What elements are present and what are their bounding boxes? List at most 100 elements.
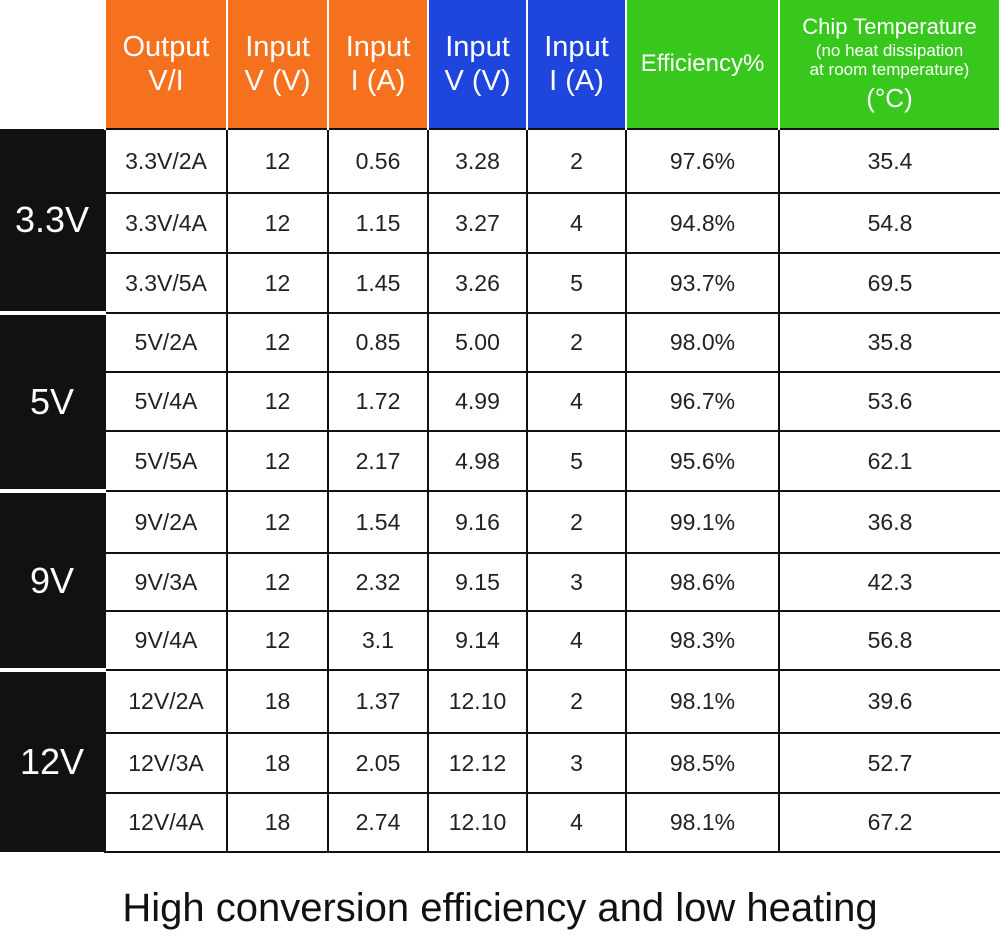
cell-chip-temperature: 39.6 (778, 669, 1000, 733)
header-output-vi: Output V/I (104, 0, 228, 129)
table-row: 5V 5V/2A 12 0.85 5.00 2 98.0% 35.8 (0, 311, 1000, 491)
header-corner (0, 0, 106, 129)
table-row: 9V/3A 12 2.32 9.15 3 98.6% 42.3 (0, 552, 1000, 611)
table-header-row: Output V/I Input V (V) Input I (A) Input… (0, 0, 1000, 129)
cell-efficiency: 93.7% (625, 252, 779, 313)
cell-input-voltage: 12 (226, 430, 328, 491)
cell-efficiency: 99.1% (625, 490, 779, 553)
cell-input-voltage-2: 3.26 (427, 252, 527, 313)
cell-output-vi: 9V/2A (104, 490, 227, 553)
cell-input-voltage: 18 (226, 792, 328, 853)
cell-input-current: 1.72 (327, 371, 428, 431)
efficiency-table: Output V/I Input V (V) Input I (A) Input… (0, 0, 1000, 853)
cell-input-current: 2.05 (327, 732, 428, 793)
cell-output-vi: 3.3V/5A (104, 252, 227, 313)
cell-output-vi: 12V/2A (104, 669, 227, 733)
cell-input-current: 1.45 (327, 252, 428, 313)
cell-output-vi: 5V/4A (104, 371, 227, 431)
cell-chip-temperature: 42.3 (778, 552, 1000, 611)
cell-chip-temperature: 35.8 (778, 312, 1000, 372)
cell-chip-temperature: 67.2 (778, 792, 1000, 853)
cell-efficiency: 97.6% (625, 128, 779, 193)
cell-input-current-2: 2 (526, 128, 626, 193)
cell-efficiency: 98.0% (625, 312, 779, 372)
cell-input-current-2: 4 (526, 192, 626, 253)
cell-efficiency: 98.5% (625, 732, 779, 793)
cell-input-current-2: 5 (526, 430, 626, 491)
caption: High conversion efficiency and low heati… (122, 886, 878, 930)
cell-input-current: 0.85 (327, 312, 428, 372)
cell-chip-temperature: 53.6 (778, 371, 1000, 431)
cell-input-current-2: 2 (526, 669, 626, 733)
cell-input-voltage: 12 (226, 371, 328, 431)
cell-input-current-2: 3 (526, 732, 626, 793)
header-input-current-blue: Input I (A) (526, 0, 627, 129)
header-input-voltage-orange: Input V (V) (226, 0, 329, 129)
cell-efficiency: 98.1% (625, 792, 779, 853)
group-label: 12V (0, 668, 105, 852)
table-row: 9V 9V/2A 12 1.54 9.16 2 99.1% 36.8 (0, 489, 1000, 670)
cell-input-voltage: 12 (226, 128, 328, 193)
cell-input-current: 2.17 (327, 430, 428, 491)
group-label: 9V (0, 489, 105, 670)
cell-efficiency: 96.7% (625, 371, 779, 431)
cell-chip-temperature: 36.8 (778, 490, 1000, 553)
cell-input-current-2: 4 (526, 371, 626, 431)
table-row: 5V/4A 12 1.72 4.99 4 96.7% 53.6 (0, 371, 1000, 431)
cell-input-voltage: 12 (226, 252, 328, 313)
header-input-current-orange: Input I (A) (327, 0, 429, 129)
cell-input-current: 2.32 (327, 552, 428, 611)
header-efficiency: Efficiency% (625, 0, 780, 129)
cell-input-current-2: 2 (526, 312, 626, 372)
cell-efficiency: 98.3% (625, 610, 779, 670)
cell-input-voltage: 12 (226, 192, 328, 253)
cell-output-vi: 5V/2A (104, 312, 227, 372)
cell-input-voltage: 18 (226, 732, 328, 793)
table-row: 3.3V 3.3V/2A 12 0.56 3.28 2 97.6% 35.4 (0, 128, 1000, 313)
cell-output-vi: 3.3V/4A (104, 192, 227, 253)
cell-input-voltage-2: 9.15 (427, 552, 527, 611)
cell-efficiency: 95.6% (625, 430, 779, 491)
cell-input-voltage: 12 (226, 312, 328, 372)
cell-input-voltage-2: 5.00 (427, 312, 527, 372)
cell-output-vi: 12V/4A (104, 792, 227, 853)
cell-input-current-2: 4 (526, 610, 626, 670)
cell-input-current-2: 4 (526, 792, 626, 853)
cell-efficiency: 98.6% (625, 552, 779, 611)
cell-input-voltage-2: 4.99 (427, 371, 527, 431)
table-row: 12V/4A 18 2.74 12.10 4 98.1% 67.2 (0, 792, 1000, 853)
cell-efficiency: 94.8% (625, 192, 779, 253)
cell-input-voltage: 12 (226, 490, 328, 553)
cell-input-current: 1.37 (327, 669, 428, 733)
cell-chip-temperature: 69.5 (778, 252, 1000, 313)
cell-input-current: 0.56 (327, 128, 428, 193)
header-chip-temperature: Chip Temperature (no heat dissipation at… (778, 0, 1000, 129)
cell-input-current-2: 5 (526, 252, 626, 313)
cell-input-voltage-2: 3.27 (427, 192, 527, 253)
cell-input-voltage-2: 9.16 (427, 490, 527, 553)
cell-input-voltage: 18 (226, 669, 328, 733)
cell-input-voltage-2: 12.12 (427, 732, 527, 793)
table-row: 9V/4A 12 3.1 9.14 4 98.3% 56.8 (0, 610, 1000, 670)
cell-input-voltage-2: 3.28 (427, 128, 527, 193)
cell-input-voltage: 12 (226, 552, 328, 611)
cell-output-vi: 12V/3A (104, 732, 227, 793)
group-label: 5V (0, 311, 105, 491)
cell-input-current: 3.1 (327, 610, 428, 670)
cell-input-current: 2.74 (327, 792, 428, 853)
cell-output-vi: 3.3V/2A (104, 128, 227, 193)
cell-input-current: 1.15 (327, 192, 428, 253)
table-row: 12V 12V/2A 18 1.37 12.10 2 98.1% 39.6 (0, 668, 1000, 852)
cell-chip-temperature: 54.8 (778, 192, 1000, 253)
cell-input-voltage: 12 (226, 610, 328, 670)
cell-chip-temperature: 56.8 (778, 610, 1000, 670)
cell-input-current-2: 2 (526, 490, 626, 553)
cell-chip-temperature: 52.7 (778, 732, 1000, 793)
table-row: 12V/3A 18 2.05 12.12 3 98.5% 52.7 (0, 732, 1000, 793)
cell-efficiency: 98.1% (625, 669, 779, 733)
cell-input-voltage-2: 12.10 (427, 792, 527, 853)
cell-input-current-2: 3 (526, 552, 626, 611)
cell-output-vi: 9V/3A (104, 552, 227, 611)
cell-chip-temperature: 35.4 (778, 128, 1000, 193)
table-body: 3.3V 3.3V/2A 12 0.56 3.28 2 97.6% 35.4 3.3V/4A 12… (0, 128, 1000, 853)
